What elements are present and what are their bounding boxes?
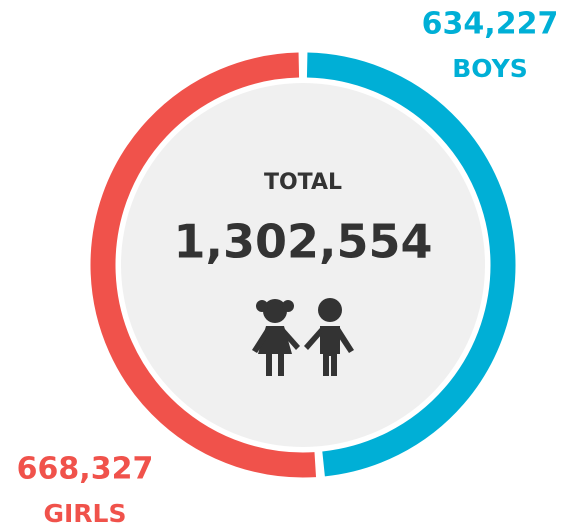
donut-segment: [306, 52, 516, 477]
children-icon: [252, 298, 354, 376]
value-label: 668,327: [17, 452, 154, 487]
category-label: BOYS: [452, 54, 528, 83]
value-label: 634,227: [422, 7, 559, 42]
center-value: 1,302,554: [174, 215, 433, 269]
donut-segment: [90, 52, 316, 478]
category-label: GIRLS: [43, 499, 126, 528]
center-disc: [121, 83, 485, 447]
center-label: TOTAL: [264, 170, 342, 195]
